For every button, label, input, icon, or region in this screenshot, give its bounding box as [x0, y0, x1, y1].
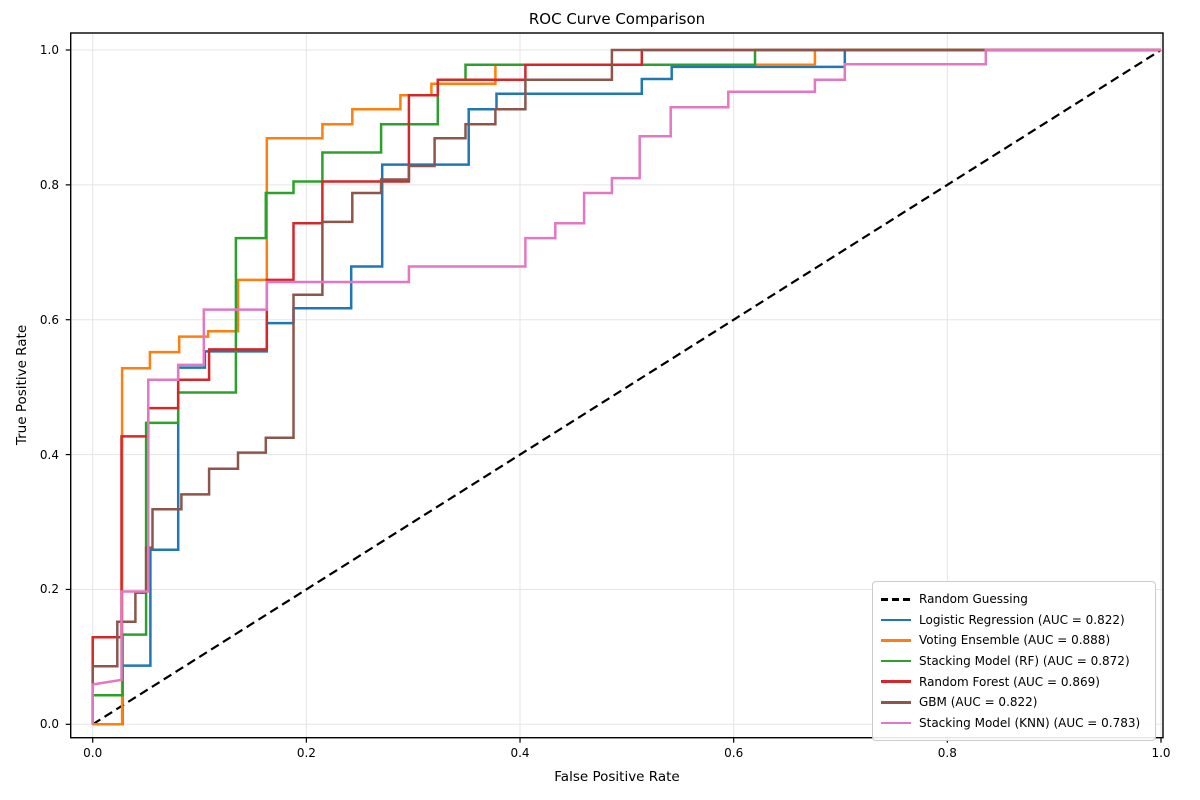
curve-voting-ensemble	[92, 48, 1161, 726]
legend-swatch-voting-ensemble	[881, 639, 911, 642]
y-tick-label: 0.0	[39, 717, 59, 732]
legend-swatch-stacking-model-rf	[881, 659, 911, 663]
x-axis-label: False Positive Rate	[554, 769, 680, 785]
y-tick-label: 0.4	[39, 447, 59, 462]
legend-swatch-random-guessing	[881, 598, 911, 601]
legend-item-logistic-regression: Logistic Regression (AUC = 0.822)	[881, 610, 1147, 631]
y-tick-label: 0.8	[39, 177, 59, 192]
legend-swatch-gbm	[881, 700, 911, 704]
legend-swatch-random-forest	[881, 680, 911, 683]
legend-label: Voting Ensemble (AUC = 0.888)	[919, 633, 1111, 648]
legend-swatch-stacking-model-knn	[881, 721, 911, 725]
legend-item-random-forest: Random Forest (AUC = 0.869)	[881, 671, 1147, 692]
legend-label: GBM (AUC = 0.822)	[919, 695, 1038, 710]
x-tick-label: 0.2	[296, 746, 316, 760]
legend-label: Stacking Model (RF) (AUC = 0.872)	[919, 654, 1130, 669]
legend-label: Random Guessing	[919, 592, 1028, 607]
plot-spine-box	[69, 32, 1164, 739]
legend-label: Logistic Regression (AUC = 0.822)	[919, 612, 1125, 627]
legend: Random Guessing Logistic Regression (AUC …	[872, 581, 1156, 742]
legend-swatch-logistic-regression	[881, 618, 911, 622]
x-tick-label: 0.8	[937, 746, 957, 760]
x-tick-label: 0.0	[83, 746, 103, 760]
legend-item-stacking-model-knn: Stacking Model (KNN) (AUC = 0.783)	[881, 713, 1147, 734]
curve-logistic-regression	[92, 48, 1161, 726]
y-axis-label: True Positive Rate	[14, 324, 30, 446]
y-tick-label: 0.2	[39, 582, 59, 597]
x-tick-label: 0.6	[724, 746, 744, 760]
x-tick-label: 0.4	[510, 746, 530, 760]
x-tick-label: 1.0	[1151, 746, 1171, 760]
legend-item-stacking-model-rf: Stacking Model (RF) (AUC = 0.872)	[881, 651, 1147, 672]
curve-gbm	[91, 48, 1161, 725]
legend-item-voting-ensemble: Voting Ensemble (AUC = 0.888)	[881, 630, 1147, 651]
chart-title: ROC Curve Comparison	[528, 10, 706, 28]
legend-item-random-guessing: Random Guessing	[881, 589, 1147, 610]
legend-label: Random Forest (AUC = 0.869)	[919, 674, 1100, 689]
legend-item-gbm: GBM (AUC = 0.822)	[881, 692, 1147, 713]
curve-random-guessing	[92, 49, 1162, 726]
y-tick-label: 1.0	[39, 43, 59, 57]
y-tick-label: 0.6	[39, 312, 59, 327]
legend-label: Stacking Model (KNN) (AUC = 0.783)	[919, 715, 1141, 730]
curve-stacking-model-knn	[91, 48, 1161, 725]
